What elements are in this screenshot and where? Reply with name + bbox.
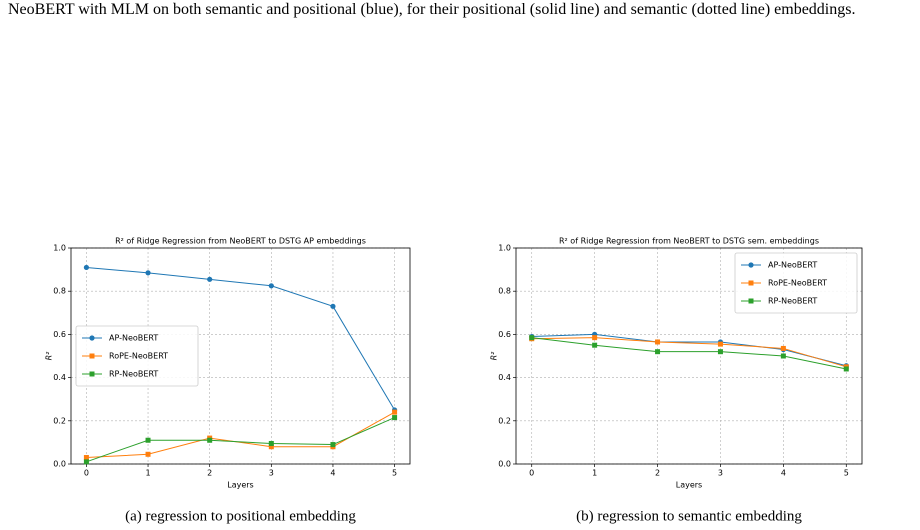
series-line: [531, 337, 847, 368]
point: [592, 335, 598, 341]
chart-title: R² of Ridge Regression from NeoBERT to D…: [115, 237, 366, 246]
point: [392, 409, 398, 415]
subcaption: (b) regression to semantic embedding: [576, 508, 802, 524]
x-tick-label: 5: [844, 469, 849, 478]
legend-label: RoPE-NeoBERT: [109, 352, 168, 361]
y-tick-label: 0.2: [498, 416, 511, 425]
y-tick-label: 0.8: [498, 287, 511, 296]
x-tick-label: 3: [718, 469, 723, 478]
point: [83, 455, 89, 461]
point: [145, 270, 151, 276]
point: [83, 459, 89, 465]
y-tick-label: 0.0: [498, 460, 511, 469]
legend-marker: [89, 371, 95, 377]
legend-marker: [748, 262, 754, 268]
axes-frame: [70, 247, 411, 465]
caption-text: NeoBERT with MLM on both semantic and po…: [8, 1, 856, 18]
point: [655, 339, 661, 345]
point: [780, 345, 786, 351]
y-tick-label: 0.6: [53, 330, 66, 339]
legend-label: RP-NeoBERT: [109, 370, 158, 379]
x-tick-label: 2: [207, 469, 212, 478]
point: [207, 276, 213, 282]
y-tick-label: 0.6: [498, 330, 511, 339]
point: [780, 353, 786, 359]
x-tick-label: 4: [781, 469, 786, 478]
y-tick-label: 0.0: [53, 460, 66, 469]
point: [268, 444, 274, 450]
axes-frame: [515, 247, 863, 465]
y-tick-label: 0.2: [53, 416, 66, 425]
y-tick-label: 1.0: [53, 244, 66, 253]
point: [268, 283, 274, 289]
x-tick-label: 0: [84, 469, 89, 478]
legend-box: [734, 252, 858, 314]
point: [145, 437, 151, 443]
y-tick-label: 0.4: [53, 373, 66, 382]
x-tick-label: 1: [592, 469, 597, 478]
point: [330, 303, 336, 309]
y-tick-label: 1.0: [498, 244, 511, 253]
x-axis-label: Layers: [227, 481, 253, 490]
chart-title: R² of Ridge Regression from NeoBERT to D…: [559, 237, 819, 246]
point: [83, 264, 90, 271]
x-tick-label: 4: [330, 469, 335, 478]
x-tick-label: 2: [655, 469, 660, 478]
y-tick-label: 0.4: [498, 373, 511, 382]
legend-box: [75, 325, 199, 387]
point: [330, 442, 336, 448]
x-tick-label: 1: [145, 469, 150, 478]
point: [529, 335, 535, 341]
series-line: [86, 417, 395, 463]
legend-marker: [89, 335, 95, 341]
y-tick-label: 0.8: [53, 287, 66, 296]
legend-marker: [748, 280, 754, 286]
legend-label: AP-NeoBERT: [768, 261, 817, 270]
point: [717, 349, 723, 355]
x-tick-label: 0: [529, 469, 534, 478]
legend-marker: [748, 298, 754, 304]
x-axis-label: Layers: [676, 481, 702, 490]
point: [268, 440, 274, 446]
point: [717, 341, 723, 347]
point: [843, 366, 849, 372]
x-tick-label: 5: [392, 469, 397, 478]
legend-label: AP-NeoBERT: [109, 334, 158, 343]
x-tick-label: 3: [269, 469, 274, 478]
y-axis-label: R²: [490, 351, 499, 361]
series-line: [86, 266, 396, 411]
point: [145, 451, 151, 457]
subcaption: (a) regression to positional embedding: [125, 508, 356, 524]
point: [392, 415, 398, 421]
series-line: [531, 333, 847, 367]
series-line: [531, 337, 847, 370]
legend-label: RoPE-NeoBERT: [768, 279, 827, 288]
series-line: [86, 411, 395, 459]
y-axis-label: R²: [45, 351, 54, 361]
point: [655, 349, 661, 355]
point: [207, 437, 213, 443]
point: [592, 342, 598, 348]
legend-label: RP-NeoBERT: [768, 297, 817, 306]
legend-marker: [89, 353, 95, 359]
